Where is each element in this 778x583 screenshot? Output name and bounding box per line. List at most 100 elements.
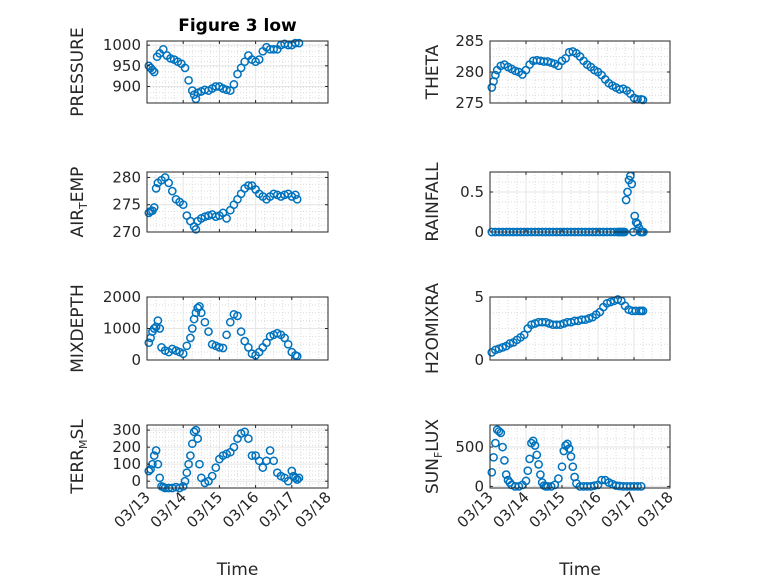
data-point bbox=[283, 339, 293, 349]
data-point bbox=[244, 181, 253, 190]
data-point bbox=[564, 444, 574, 453]
data-point bbox=[530, 441, 540, 450]
data-point bbox=[153, 459, 163, 469]
data-point bbox=[500, 456, 509, 465]
data-point bbox=[280, 333, 289, 343]
data-point bbox=[536, 470, 545, 479]
data-point bbox=[149, 324, 159, 333]
data-point bbox=[627, 179, 637, 189]
y-tick-label: 280 bbox=[455, 63, 484, 81]
y-tick-label: 0 bbox=[131, 472, 141, 490]
data-point bbox=[636, 482, 646, 491]
data-point bbox=[155, 324, 165, 333]
y-axis-label: PRESSURE bbox=[68, 27, 88, 116]
data-point bbox=[487, 467, 497, 477]
x-tick-label: 03/18 bbox=[292, 488, 335, 531]
y-tick-label: 275 bbox=[112, 196, 141, 214]
x-tick-label: 03/17 bbox=[598, 488, 641, 531]
y-tick-label: 300 bbox=[112, 421, 141, 439]
y-tick-label: 900 bbox=[112, 77, 141, 95]
data-point bbox=[287, 466, 297, 476]
data-point bbox=[186, 451, 195, 460]
data-point bbox=[184, 459, 193, 469]
y-tick-label: 0 bbox=[131, 351, 141, 369]
data-point bbox=[149, 451, 159, 460]
data-point bbox=[244, 343, 253, 352]
data-point bbox=[501, 470, 511, 479]
y-axis-label: TERRMSL bbox=[68, 419, 90, 495]
data-point bbox=[557, 462, 567, 472]
data-point bbox=[240, 336, 250, 346]
data-point bbox=[191, 224, 201, 234]
data-point bbox=[554, 474, 563, 483]
data-point bbox=[229, 442, 239, 452]
y-axis-label: AIRTEMP bbox=[68, 167, 90, 238]
data-point bbox=[191, 425, 201, 435]
data-point bbox=[244, 434, 253, 443]
y-tick-label: 1000 bbox=[103, 36, 141, 54]
data-point bbox=[166, 54, 175, 63]
data-point bbox=[149, 67, 159, 77]
data-point bbox=[148, 65, 157, 75]
data-point bbox=[178, 200, 188, 210]
data-point bbox=[283, 476, 293, 486]
y-axis-label: H2OMIXRA bbox=[423, 283, 443, 374]
data-point bbox=[491, 70, 500, 80]
data-point bbox=[498, 442, 507, 452]
data-point bbox=[196, 308, 206, 318]
data-point bbox=[187, 324, 197, 333]
data-point bbox=[292, 194, 302, 204]
x-tick-label: 03/16 bbox=[562, 488, 605, 531]
data-point bbox=[292, 475, 302, 484]
y-tick-label: 285 bbox=[455, 32, 484, 50]
data-point bbox=[262, 338, 271, 348]
y-tick-label: 100 bbox=[112, 455, 141, 473]
data-point bbox=[164, 178, 174, 188]
data-point bbox=[222, 214, 231, 223]
data-point bbox=[254, 55, 264, 64]
data-point bbox=[291, 190, 300, 200]
data-point bbox=[621, 195, 631, 205]
data-point bbox=[189, 427, 199, 437]
data-point bbox=[559, 446, 569, 456]
data-point bbox=[218, 343, 228, 353]
data-point bbox=[144, 466, 154, 476]
data-point bbox=[240, 427, 250, 437]
data-point bbox=[144, 338, 154, 348]
data-point bbox=[294, 473, 304, 483]
axes-box bbox=[146, 424, 329, 489]
data-point bbox=[247, 451, 257, 460]
data-point bbox=[215, 343, 224, 352]
y-tick-label: 0 bbox=[474, 351, 484, 369]
data-point bbox=[151, 446, 161, 455]
x-tick-label: 03/18 bbox=[634, 488, 677, 531]
data-point bbox=[225, 86, 235, 95]
data-point bbox=[187, 439, 197, 449]
data-point bbox=[491, 438, 500, 448]
data-point bbox=[233, 69, 242, 79]
y-axis-label: SUNFLUX bbox=[423, 419, 445, 494]
data-point bbox=[291, 473, 300, 483]
data-point bbox=[265, 446, 275, 455]
data-point bbox=[151, 184, 161, 193]
data-point bbox=[521, 476, 531, 486]
x-tick-label: 03/17 bbox=[255, 488, 298, 531]
data-point bbox=[186, 333, 195, 343]
x-axis-label: Time bbox=[558, 560, 601, 580]
x-tick-label: 03/15 bbox=[183, 488, 226, 531]
y-tick-label: 275 bbox=[455, 94, 484, 112]
x-tick-label: 03/15 bbox=[526, 488, 569, 531]
data-point bbox=[233, 311, 242, 321]
data-point bbox=[638, 306, 648, 316]
panel-pressure: 900 950 1000 PRESSURE Figure 3 low bbox=[68, 16, 329, 117]
plot-area bbox=[490, 425, 670, 488]
data-point bbox=[563, 439, 572, 449]
data-point bbox=[532, 450, 542, 460]
data-point bbox=[193, 434, 203, 443]
data-point bbox=[236, 327, 246, 336]
data-point bbox=[561, 54, 570, 63]
data-point bbox=[258, 463, 268, 472]
y-tick-label: 200 bbox=[112, 438, 141, 456]
y-tick-label: 2000 bbox=[103, 288, 141, 306]
